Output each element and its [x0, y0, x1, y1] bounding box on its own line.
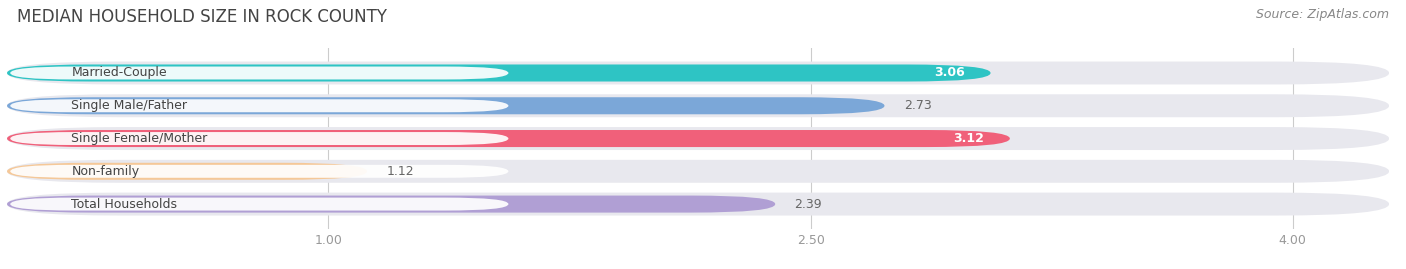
FancyBboxPatch shape: [7, 65, 991, 82]
FancyBboxPatch shape: [7, 62, 1389, 84]
Text: 1.12: 1.12: [387, 165, 413, 178]
FancyBboxPatch shape: [10, 99, 509, 112]
Text: 3.12: 3.12: [953, 132, 984, 145]
FancyBboxPatch shape: [7, 97, 884, 114]
Text: 3.06: 3.06: [934, 66, 965, 80]
FancyBboxPatch shape: [7, 127, 1389, 150]
Text: Total Households: Total Households: [72, 197, 177, 211]
Text: Non-family: Non-family: [72, 165, 139, 178]
Text: Source: ZipAtlas.com: Source: ZipAtlas.com: [1256, 8, 1389, 21]
Text: 2.73: 2.73: [904, 99, 932, 112]
FancyBboxPatch shape: [7, 193, 1389, 215]
Text: Married-Couple: Married-Couple: [72, 66, 167, 80]
FancyBboxPatch shape: [7, 196, 775, 213]
FancyBboxPatch shape: [10, 132, 509, 145]
Text: MEDIAN HOUSEHOLD SIZE IN ROCK COUNTY: MEDIAN HOUSEHOLD SIZE IN ROCK COUNTY: [17, 8, 387, 26]
FancyBboxPatch shape: [10, 66, 509, 79]
Text: Single Male/Father: Single Male/Father: [72, 99, 187, 112]
FancyBboxPatch shape: [7, 160, 1389, 183]
FancyBboxPatch shape: [10, 165, 509, 178]
FancyBboxPatch shape: [7, 163, 367, 180]
FancyBboxPatch shape: [10, 198, 509, 211]
Text: 2.39: 2.39: [794, 197, 823, 211]
Text: Single Female/Mother: Single Female/Mother: [72, 132, 208, 145]
FancyBboxPatch shape: [7, 130, 1010, 147]
FancyBboxPatch shape: [7, 94, 1389, 117]
